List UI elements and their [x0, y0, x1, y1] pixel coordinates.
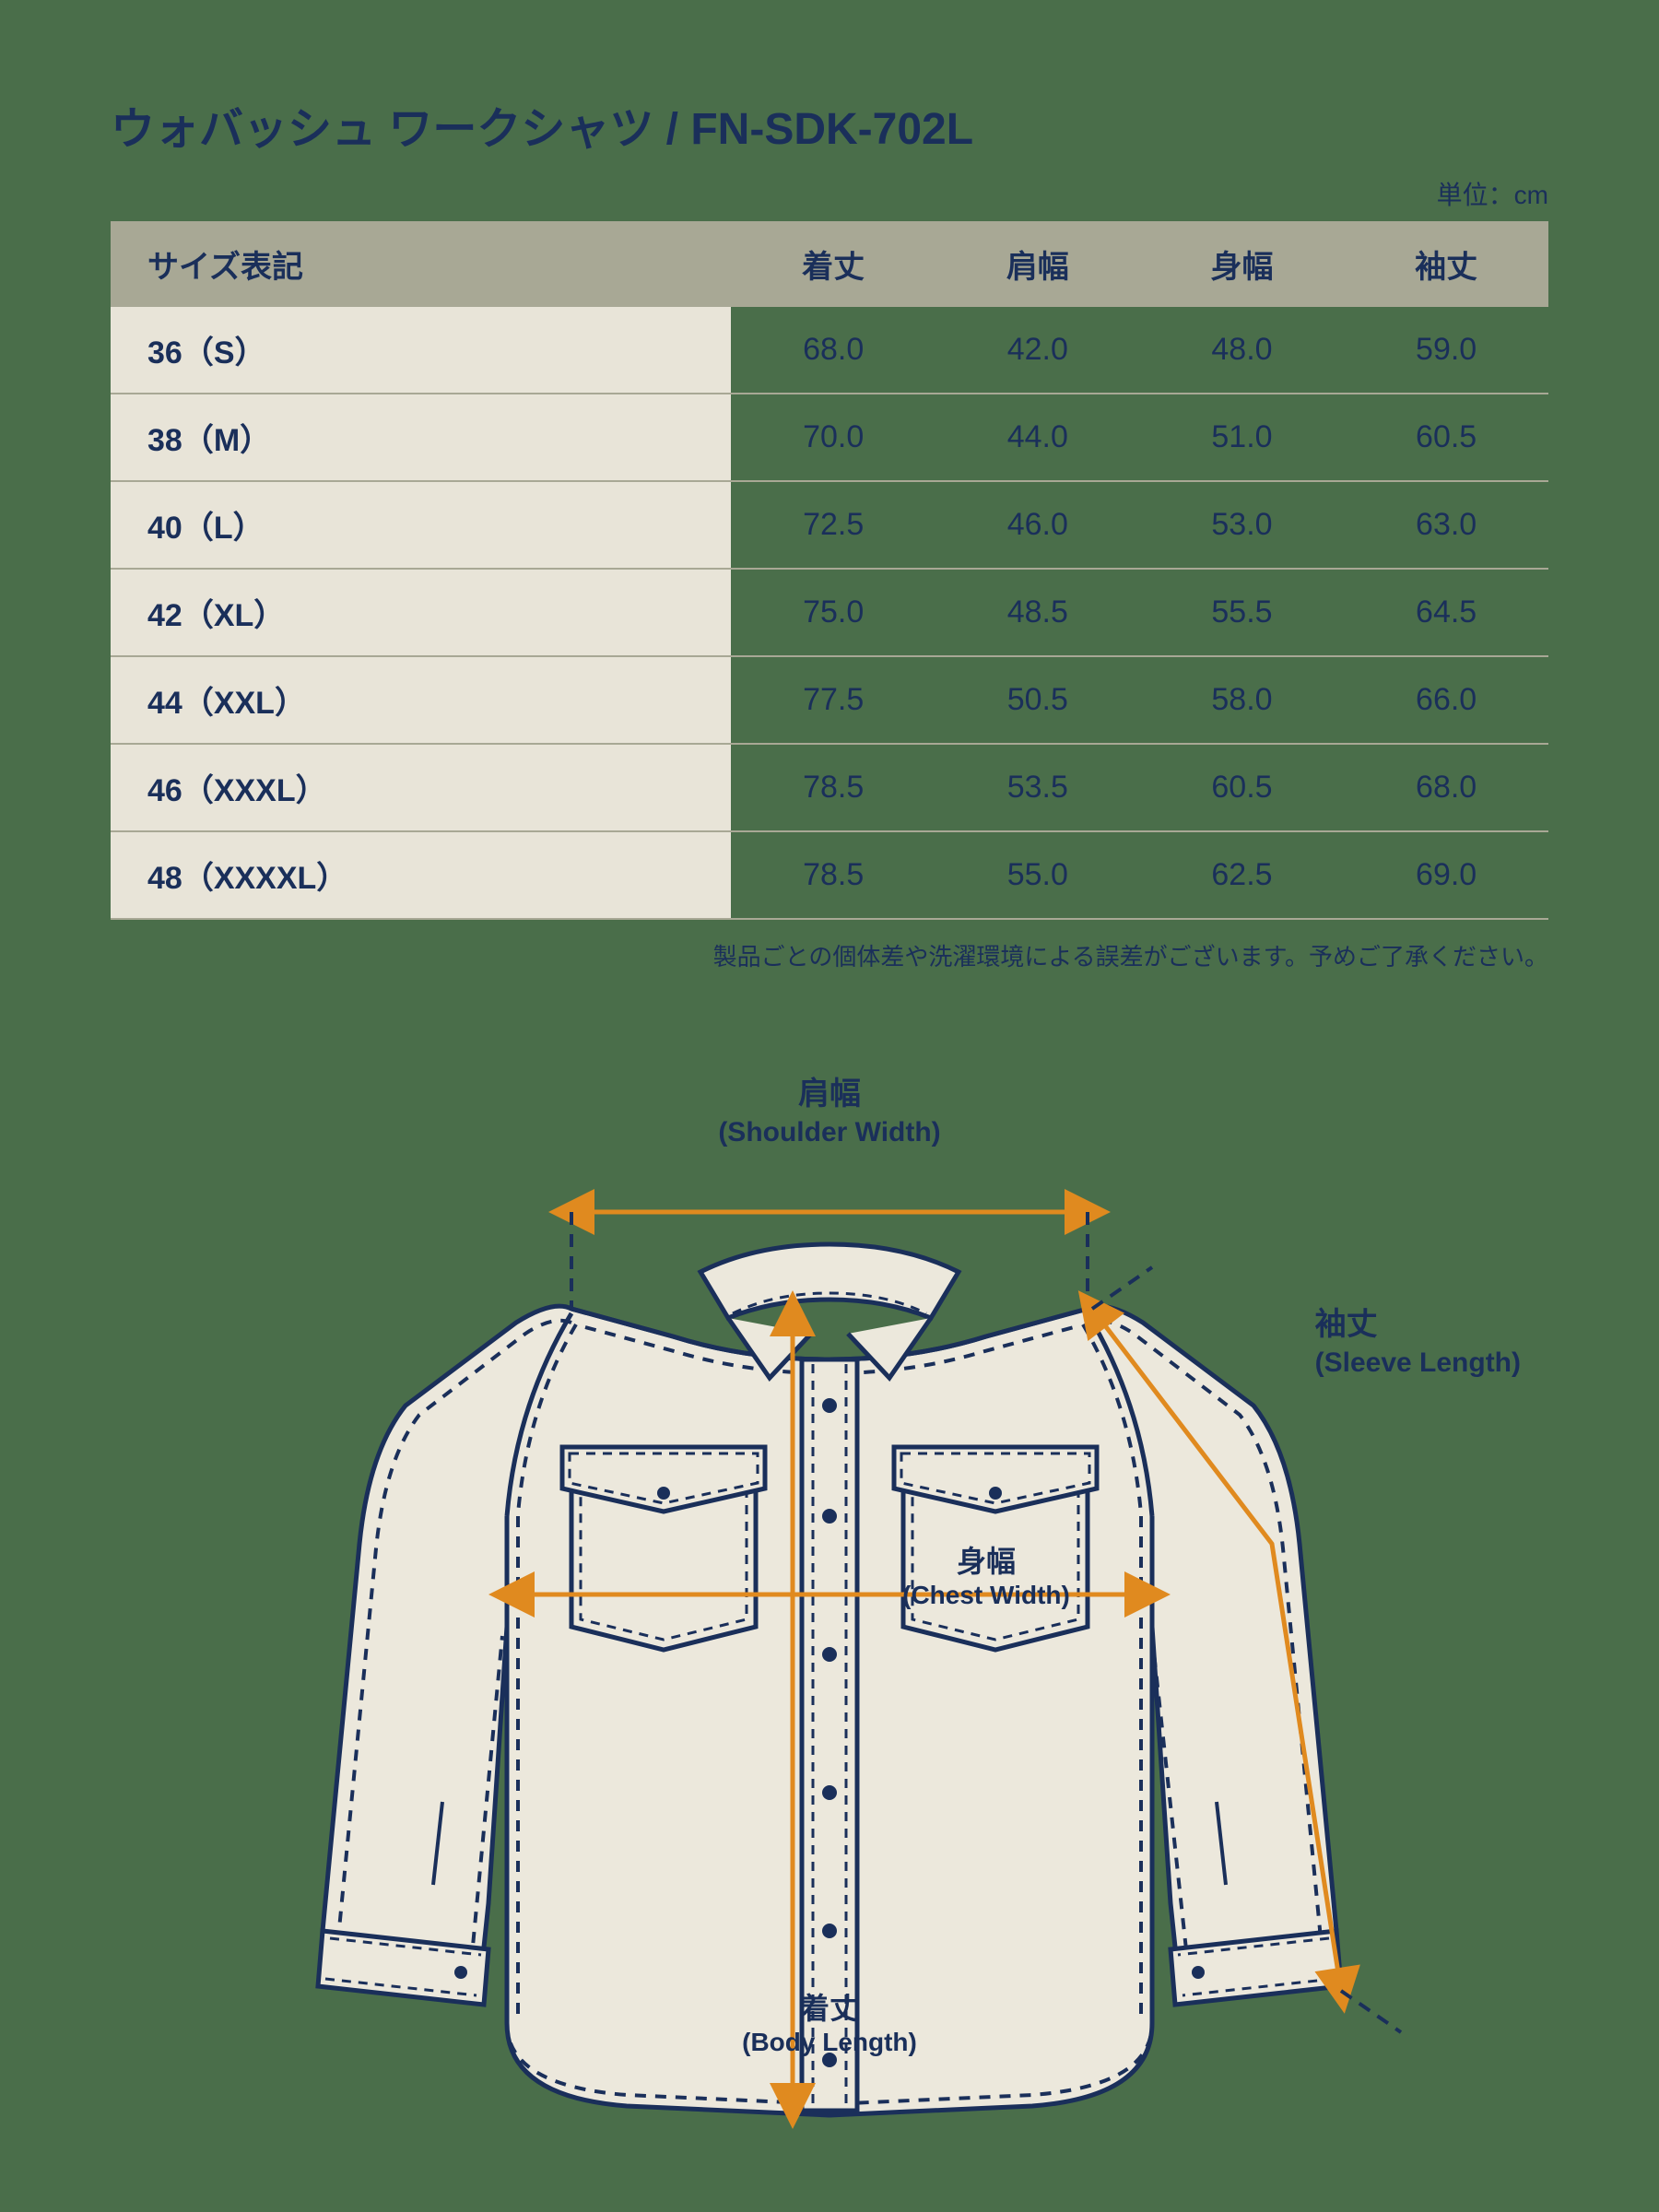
- size-cell: 42（XL）: [111, 569, 731, 656]
- size-cell: 46（XXXL）: [111, 744, 731, 831]
- value-cell: 72.5: [731, 481, 935, 569]
- label-shoulder-width: 肩幅 (Shoulder Width): [718, 1074, 940, 1150]
- table-row: 38（M）70.044.051.060.5: [111, 394, 1548, 481]
- value-cell: 68.0: [1344, 744, 1548, 831]
- shirt-diagram: 肩幅 (Shoulder Width) 袖丈 (Sleeve Length): [111, 1083, 1548, 2189]
- value-cell: 77.5: [731, 656, 935, 744]
- size-table: サイズ表記 着丈 肩幅 身幅 袖丈 36（S）68.042.048.059.03…: [111, 221, 1548, 920]
- size-cell: 36（S）: [111, 307, 731, 394]
- button-icon: [1192, 1966, 1205, 1979]
- size-cell: 38（M）: [111, 394, 731, 481]
- unit-label: 単位：cm: [111, 175, 1548, 212]
- col-header: 身幅: [1140, 221, 1345, 307]
- value-cell: 42.0: [935, 307, 1140, 394]
- label-chest-en: (Chest Width): [902, 1581, 1070, 1609]
- value-cell: 62.5: [1140, 831, 1345, 919]
- button-icon: [454, 1966, 467, 1979]
- value-cell: 68.0: [731, 307, 935, 394]
- value-cell: 60.5: [1344, 394, 1548, 481]
- value-cell: 78.5: [731, 744, 935, 831]
- value-cell: 58.0: [1140, 656, 1345, 744]
- button-icon: [822, 1785, 837, 1800]
- table-row: 46（XXXL）78.553.560.568.0: [111, 744, 1548, 831]
- table-row: 40（L）72.546.053.063.0: [111, 481, 1548, 569]
- table-row: 48（XXXXL）78.555.062.569.0: [111, 831, 1548, 919]
- value-cell: 46.0: [935, 481, 1140, 569]
- button-icon: [822, 1398, 837, 1413]
- value-cell: 75.0: [731, 569, 935, 656]
- value-cell: 78.5: [731, 831, 935, 919]
- label-body-jp: 着丈: [799, 1992, 859, 2025]
- label-sleeve-length: 袖丈 (Sleeve Length): [1315, 1304, 1521, 1381]
- button-icon: [822, 1924, 837, 1938]
- value-cell: 48.5: [935, 569, 1140, 656]
- value-cell: 50.5: [935, 656, 1140, 744]
- table-row: 44（XXL）77.550.558.066.0: [111, 656, 1548, 744]
- table-row: 36（S）68.042.048.059.0: [111, 307, 1548, 394]
- size-cell: 40（L）: [111, 481, 731, 569]
- button-icon: [657, 1487, 670, 1500]
- size-cell: 44（XXL）: [111, 656, 731, 744]
- value-cell: 55.5: [1140, 569, 1345, 656]
- button-icon: [989, 1487, 1002, 1500]
- value-cell: 53.5: [935, 744, 1140, 831]
- shirt-svg: 身幅 (Chest Width) 着丈 (Body Length): [184, 1083, 1475, 2189]
- value-cell: 48.0: [1140, 307, 1345, 394]
- col-header: 着丈: [731, 221, 935, 307]
- label-body-en: (Body Length): [742, 2028, 917, 2056]
- value-cell: 55.0: [935, 831, 1140, 919]
- disclaimer-note: 製品ごとの個体差や洗濯環境による誤差がございます。予めご了承ください。: [111, 938, 1548, 972]
- value-cell: 59.0: [1344, 307, 1548, 394]
- button-icon: [822, 1509, 837, 1524]
- table-header-row: サイズ表記 着丈 肩幅 身幅 袖丈: [111, 221, 1548, 307]
- col-header: 袖丈: [1344, 221, 1548, 307]
- value-cell: 69.0: [1344, 831, 1548, 919]
- guide-line: [1341, 1991, 1401, 2032]
- value-cell: 64.5: [1344, 569, 1548, 656]
- col-header: サイズ表記: [111, 221, 731, 307]
- value-cell: 66.0: [1344, 656, 1548, 744]
- value-cell: 60.5: [1140, 744, 1345, 831]
- col-header: 肩幅: [935, 221, 1140, 307]
- button-icon: [822, 1647, 837, 1662]
- page-title: ウォバッシュ ワークシャツ / FN-SDK-702L: [111, 92, 1548, 157]
- value-cell: 70.0: [731, 394, 935, 481]
- table-row: 42（XL）75.048.555.564.5: [111, 569, 1548, 656]
- value-cell: 63.0: [1344, 481, 1548, 569]
- value-cell: 44.0: [935, 394, 1140, 481]
- collar: [700, 1244, 959, 1318]
- label-chest-jp: 身幅: [957, 1545, 1016, 1578]
- size-cell: 48（XXXXL）: [111, 831, 731, 919]
- value-cell: 51.0: [1140, 394, 1345, 481]
- guide-line: [1092, 1267, 1152, 1309]
- value-cell: 53.0: [1140, 481, 1345, 569]
